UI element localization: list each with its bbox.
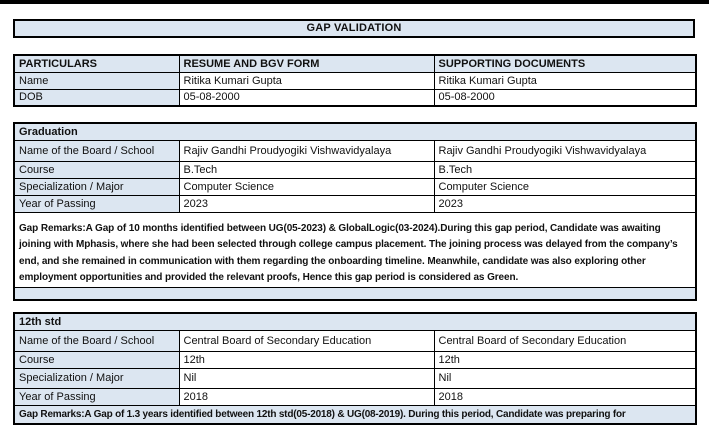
row-label-dob: DOB [13, 88, 180, 107]
table-row-course: Course B.Tech B.Tech [13, 160, 697, 179]
graduation-gap-remarks: Gap Remarks:A Gap of 10 months identifie… [13, 211, 697, 288]
twelfth-gap-remarks-row: Gap Remarks:A Gap of 1.3 years identifie… [13, 404, 697, 424]
row-label-course: Course [13, 160, 180, 179]
graduation-table: Graduation Name of the Board / School Ra… [13, 122, 697, 301]
row-label-specialization: Specialization / Major [13, 177, 180, 196]
row-label-course: Course [13, 350, 180, 369]
cell-board-resume: Rajiv Gandhi Proudyogiki Vishwavidyalaya [178, 139, 435, 162]
cell-course-resume: B.Tech [178, 160, 435, 179]
cell-course-supporting: B.Tech [433, 160, 697, 179]
table-row-specialization: Specialization / Major Computer Science … [13, 177, 697, 196]
page-title: GAP VALIDATION [13, 19, 695, 38]
cell-course-supporting: 12th [433, 350, 697, 369]
particulars-table: PARTICULARS RESUME AND BGV FORM SUPPORTI… [13, 54, 697, 107]
cell-specialization-resume: Computer Science [178, 177, 435, 196]
cell-year-resume: 2023 [178, 194, 435, 213]
table-row-course: Course 12th 12th [13, 350, 697, 369]
row-label-specialization: Specialization / Major [13, 367, 180, 389]
column-header-particulars: PARTICULARS [13, 54, 180, 73]
table-row-board-school: Name of the Board / School Central Board… [13, 329, 697, 352]
twelfth-std-table: 12th std Name of the Board / School Cent… [13, 312, 698, 425]
cell-name-resume: Ritika Kumari Gupta [178, 71, 435, 90]
table-row-dob: DOB 05-08-2000 05-08-2000 [13, 88, 697, 107]
twelfth-section-header-row: 12th std [13, 312, 697, 331]
graduation-gap-remarks-row: Gap Remarks:A Gap of 10 months identifie… [13, 211, 697, 288]
cell-year-supporting: 2023 [433, 194, 697, 213]
graduation-empty-strip-row [13, 286, 697, 300]
row-label-year-of-passing: Year of Passing [13, 194, 180, 213]
cell-year-resume: 2018 [178, 387, 435, 406]
table-row-year-of-passing: Year of Passing 2018 2018 [13, 387, 697, 406]
cell-specialization-resume: Nil [178, 367, 435, 389]
table-row-year-of-passing: Year of Passing 2023 2023 [13, 194, 697, 213]
cell-dob-resume: 05-08-2000 [178, 88, 435, 107]
row-label-board-school: Name of the Board / School [13, 139, 180, 162]
twelfth-gap-remarks: Gap Remarks:A Gap of 1.3 years identifie… [13, 404, 697, 424]
cell-dob-supporting: 05-08-2000 [433, 88, 697, 107]
cell-specialization-supporting: Computer Science [433, 177, 697, 196]
cell-course-resume: 12th [178, 350, 435, 369]
cell-specialization-supporting: Nil [433, 367, 697, 389]
row-label-year-of-passing: Year of Passing [13, 387, 180, 406]
row-label-name: Name [13, 71, 180, 90]
cell-year-supporting: 2018 [433, 387, 697, 406]
section-title-graduation: Graduation [13, 122, 697, 141]
particulars-header-row: PARTICULARS RESUME AND BGV FORM SUPPORTI… [13, 54, 697, 73]
table-row-board-school: Name of the Board / School Rajiv Gandhi … [13, 139, 697, 162]
graduation-section-header-row: Graduation [13, 122, 697, 141]
section-title-twelfth-std: 12th std [13, 312, 697, 331]
top-black-bar [0, 0, 709, 4]
cell-name-supporting: Ritika Kumari Gupta [433, 71, 697, 90]
table-row-specialization: Specialization / Major Nil Nil [13, 367, 697, 389]
column-header-supporting-docs: SUPPORTING DOCUMENTS [433, 54, 697, 73]
table-row-name: Name Ritika Kumari Gupta Ritika Kumari G… [13, 71, 697, 90]
graduation-empty-strip [13, 286, 697, 300]
row-label-board-school: Name of the Board / School [13, 329, 180, 352]
cell-board-supporting: Rajiv Gandhi Proudyogiki Vishwavidyalaya [433, 139, 697, 162]
cell-board-resume: Central Board of Secondary Education [178, 329, 435, 352]
column-header-resume-bgv: RESUME AND BGV FORM [178, 54, 435, 73]
cell-board-supporting: Central Board of Secondary Education [433, 329, 697, 352]
